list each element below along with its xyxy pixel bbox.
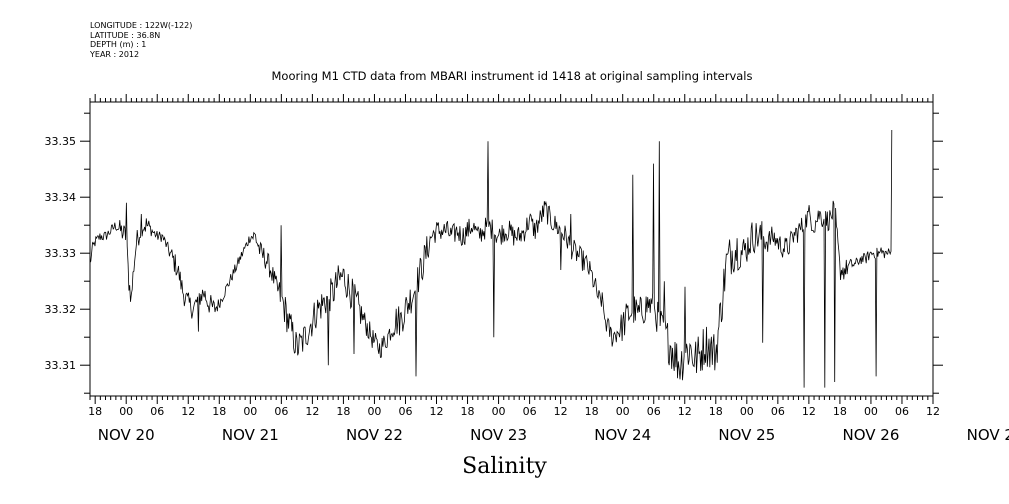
- x-hour-label: 12: [430, 405, 444, 418]
- chart-title: Mooring M1 CTD data from MBARI instrumen…: [272, 69, 753, 83]
- x-hour-label: 12: [554, 405, 568, 418]
- y-tick-label: 33.31: [45, 359, 77, 372]
- x-hour-label: 12: [181, 405, 195, 418]
- plot-frame: [89, 101, 934, 397]
- latitude-label: LATITUDE : 36.8N: [90, 30, 161, 40]
- x-hour-label: 18: [336, 405, 350, 418]
- x-hour-label: 06: [895, 405, 909, 418]
- x-tick-labels: 18 00 06 12 18 00 06 12 18 00 06 12 18 00 06 12 18 00 06 12…: [88, 405, 1009, 444]
- x-hour-label: 00: [243, 405, 257, 418]
- x-hour-label: 00: [740, 405, 754, 418]
- x-hour-label: 06: [771, 405, 785, 418]
- x-day-label: NOV 27: [967, 426, 1009, 444]
- metadata-block: LONGITUDE : 122W(-122) LATITUDE : 36.8N …: [90, 21, 192, 59]
- y-tick-labels: 33.31 33.32 33.33 33.34 33.35: [45, 135, 77, 372]
- longitude-label: LONGITUDE : 122W(-122): [90, 21, 193, 30]
- salinity-line: [89, 129, 893, 388]
- x-hour-label: 18: [88, 405, 102, 418]
- x-hour-label: 00: [492, 405, 506, 418]
- x-hour-label: 12: [305, 405, 319, 418]
- x-hour-label: 18: [461, 405, 475, 418]
- x-hour-label: 00: [864, 405, 878, 418]
- x-hour-label: 18: [212, 405, 226, 418]
- x-hour-label: 18: [709, 405, 723, 418]
- y-tick-label: 33.33: [45, 247, 77, 260]
- x-day-label: NOV 25: [718, 426, 775, 444]
- x-hour-label: 12: [802, 405, 816, 418]
- y-tick-label: 33.34: [45, 191, 77, 204]
- x-day-label: NOV 24: [594, 426, 651, 444]
- x-day-label: NOV 23: [470, 426, 527, 444]
- x-hour-label: 18: [585, 405, 599, 418]
- y-tick-label: 33.35: [45, 135, 77, 148]
- salinity-series: [89, 129, 893, 388]
- x-hour-label: 06: [398, 405, 412, 418]
- x-hour-label: 00: [616, 405, 630, 418]
- x-day-label: NOV 26: [842, 426, 899, 444]
- x-hour-label: 06: [647, 405, 661, 418]
- x-day-label: NOV 21: [222, 426, 279, 444]
- x-day-label: NOV 20: [98, 426, 155, 444]
- x-hour-label: 18: [833, 405, 847, 418]
- year-label: YEAR : 2012: [90, 49, 140, 59]
- x-hour-label: 00: [119, 405, 133, 418]
- x-hour-label: 06: [523, 405, 537, 418]
- x-day-label: NOV 22: [346, 426, 403, 444]
- x-hour-label: 12: [926, 405, 940, 418]
- depth-label: DEPTH (m) : 1: [90, 40, 147, 49]
- y-tick-label: 33.32: [45, 303, 77, 316]
- x-hour-label: 06: [150, 405, 164, 418]
- x-hour-label: 00: [367, 405, 381, 418]
- x-axis-label: Salinity: [462, 454, 547, 479]
- x-hour-label: 06: [274, 405, 288, 418]
- axis-ticks: [80, 94, 943, 404]
- x-hour-label: 12: [678, 405, 692, 418]
